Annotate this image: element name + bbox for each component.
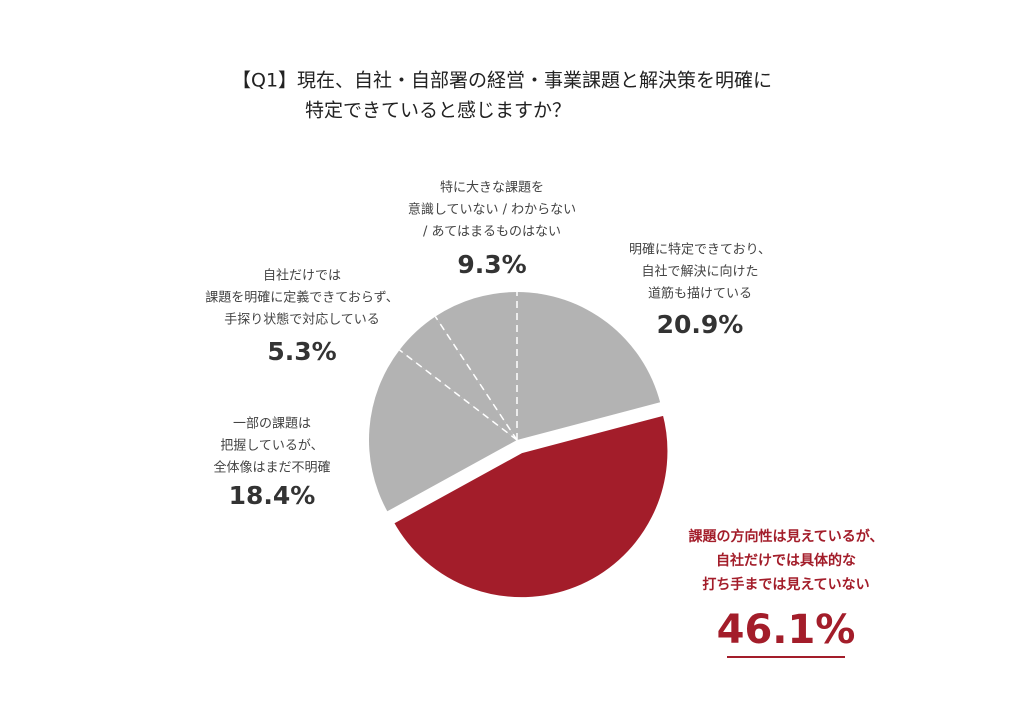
slice-label: 課題の方向性は見えているが、 — [688, 528, 883, 545]
chart-title: 特定できていると感じますか？ — [305, 100, 571, 122]
slice-label: 道筋も描けている — [648, 286, 752, 302]
slice-label: 打ち手までは見えていない — [702, 576, 869, 593]
value-label: 18.4% — [229, 481, 316, 510]
slice-label: 手探り状態で対応している — [224, 312, 380, 328]
slice-label: 一部の課題は — [233, 416, 311, 432]
slice-label: 明確に特定できており、 — [629, 242, 771, 258]
pie-slice — [389, 410, 672, 602]
slice-label: 自社だけでは具体的な — [716, 552, 856, 569]
pie-slice — [517, 292, 661, 440]
value-label: 20.9% — [657, 310, 744, 339]
slice-label: 自社で解決に向けた — [641, 264, 758, 280]
slice-label: / あてはまるものはない — [423, 225, 561, 240]
value-label: 5.3% — [267, 337, 336, 366]
pie-slice — [435, 292, 517, 440]
slice-label: 全体像はまだ不明確 — [213, 460, 330, 476]
slice-label: 自社だけでは — [263, 268, 341, 284]
slice-separator — [434, 316, 518, 441]
pie-slice — [399, 316, 517, 440]
slice-label: 課題を明確に定義できておらず、 — [205, 290, 398, 306]
value-label: 9.3% — [457, 250, 526, 279]
chart-title: 【Q1】現在、自社・自部署の経営・事業課題と解決策を明確に — [232, 70, 772, 92]
slice-label: 特に大きな課題を — [440, 180, 544, 196]
slice-label: 意識していない / わからない — [408, 202, 576, 218]
slice-label: 把握しているが、 — [220, 439, 323, 454]
value-label: 46.1% — [717, 607, 856, 653]
slice-separator — [399, 349, 518, 441]
pie-slice — [369, 350, 517, 512]
